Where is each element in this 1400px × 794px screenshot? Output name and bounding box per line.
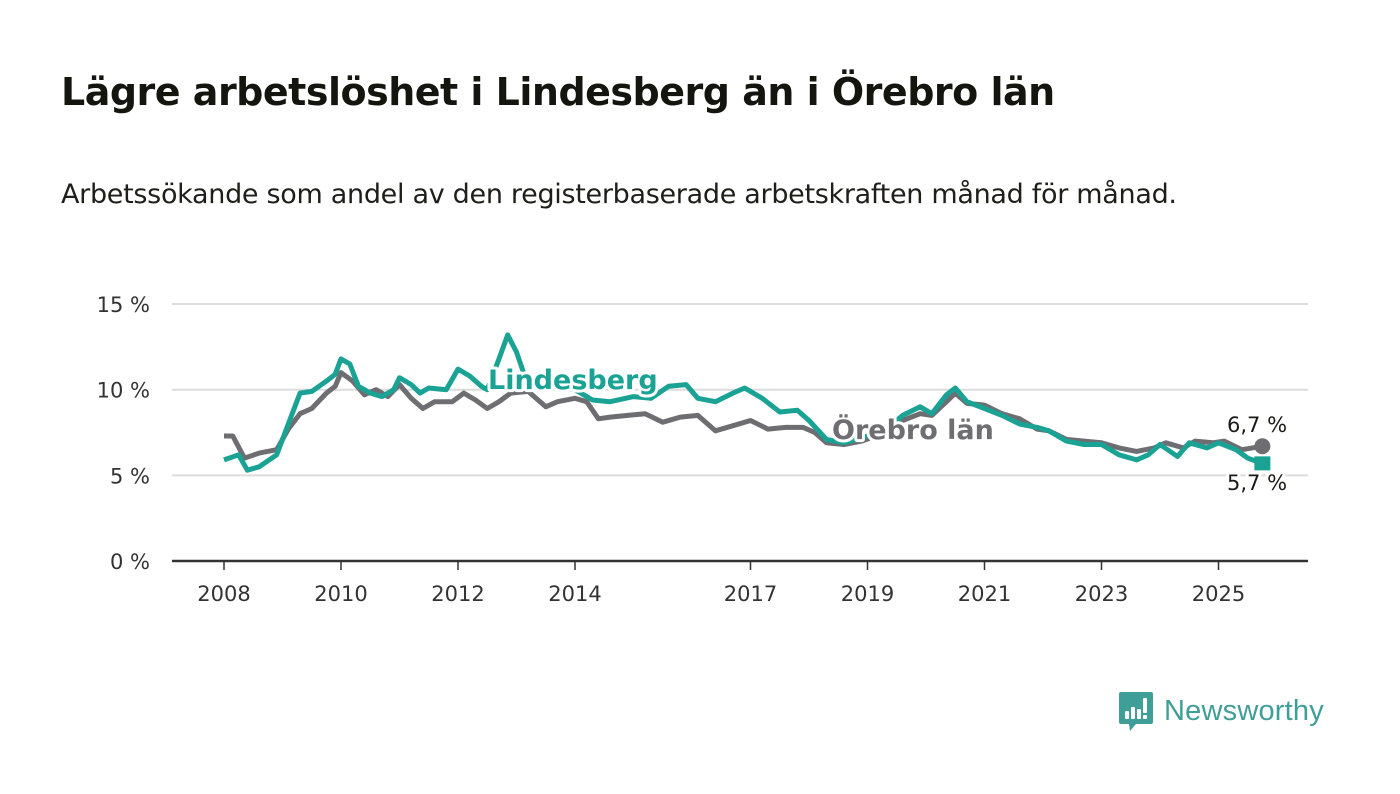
end-value-orebro-lan-halo: 6,7 %: [1227, 413, 1287, 437]
series-label-lindesberg: Lindesberg: [488, 365, 658, 396]
x-tick-label: 2017: [724, 582, 777, 606]
brand-name: Newsworthy: [1164, 694, 1324, 727]
end-value-orebro-lan: 6,7 %: [1227, 413, 1287, 437]
x-axis: 2008 2010 2012 2014 2017 2019 2021 2023 2025: [172, 559, 1308, 606]
x-tick-label: 2025: [1192, 582, 1245, 606]
series-label-orebro-lan: Örebro län: [832, 413, 994, 446]
end-marker-orebro-lan: [1254, 438, 1271, 455]
y-tick-label: 15 %: [97, 293, 150, 317]
newsworthy-logo[interactable]: Newsworthy: [1118, 690, 1324, 732]
chart-title: Lägre arbetslöshet i Lindesberg än i Öre…: [61, 70, 1055, 114]
x-tick-label: 2023: [1075, 582, 1128, 606]
series-lines: [223, 332, 1271, 473]
x-tick-label: 2010: [314, 582, 367, 606]
series-label-lindesberg-halo: Lindesberg: [488, 365, 658, 396]
y-axis: 0 % 5 % 10 % 15 %: [97, 293, 150, 574]
chart-subtitle: Arbetssökande som andel av den registerb…: [61, 179, 1177, 210]
series-label-orebro-lan-halo: Örebro län: [832, 413, 994, 446]
end-value-lindesberg-halo: 5,7 %: [1227, 471, 1287, 495]
x-tick-label: 2012: [431, 582, 484, 606]
y-tick-label: 10 %: [97, 379, 150, 403]
end-value-lindesberg: 5,7 %: [1227, 471, 1287, 495]
y-tick-label: 0 %: [110, 550, 150, 574]
series-line-lindesberg: [223, 332, 1264, 473]
y-tick-label: 5 %: [110, 464, 150, 488]
end-marker-lindesberg: [1254, 456, 1271, 471]
x-tick-label: 2014: [548, 582, 601, 606]
x-tick-label: 2008: [197, 582, 250, 606]
x-tick-label: 2021: [958, 582, 1011, 606]
bar-chart-speech-bubble-icon: [1119, 692, 1153, 731]
x-tick-label: 2019: [841, 582, 894, 606]
